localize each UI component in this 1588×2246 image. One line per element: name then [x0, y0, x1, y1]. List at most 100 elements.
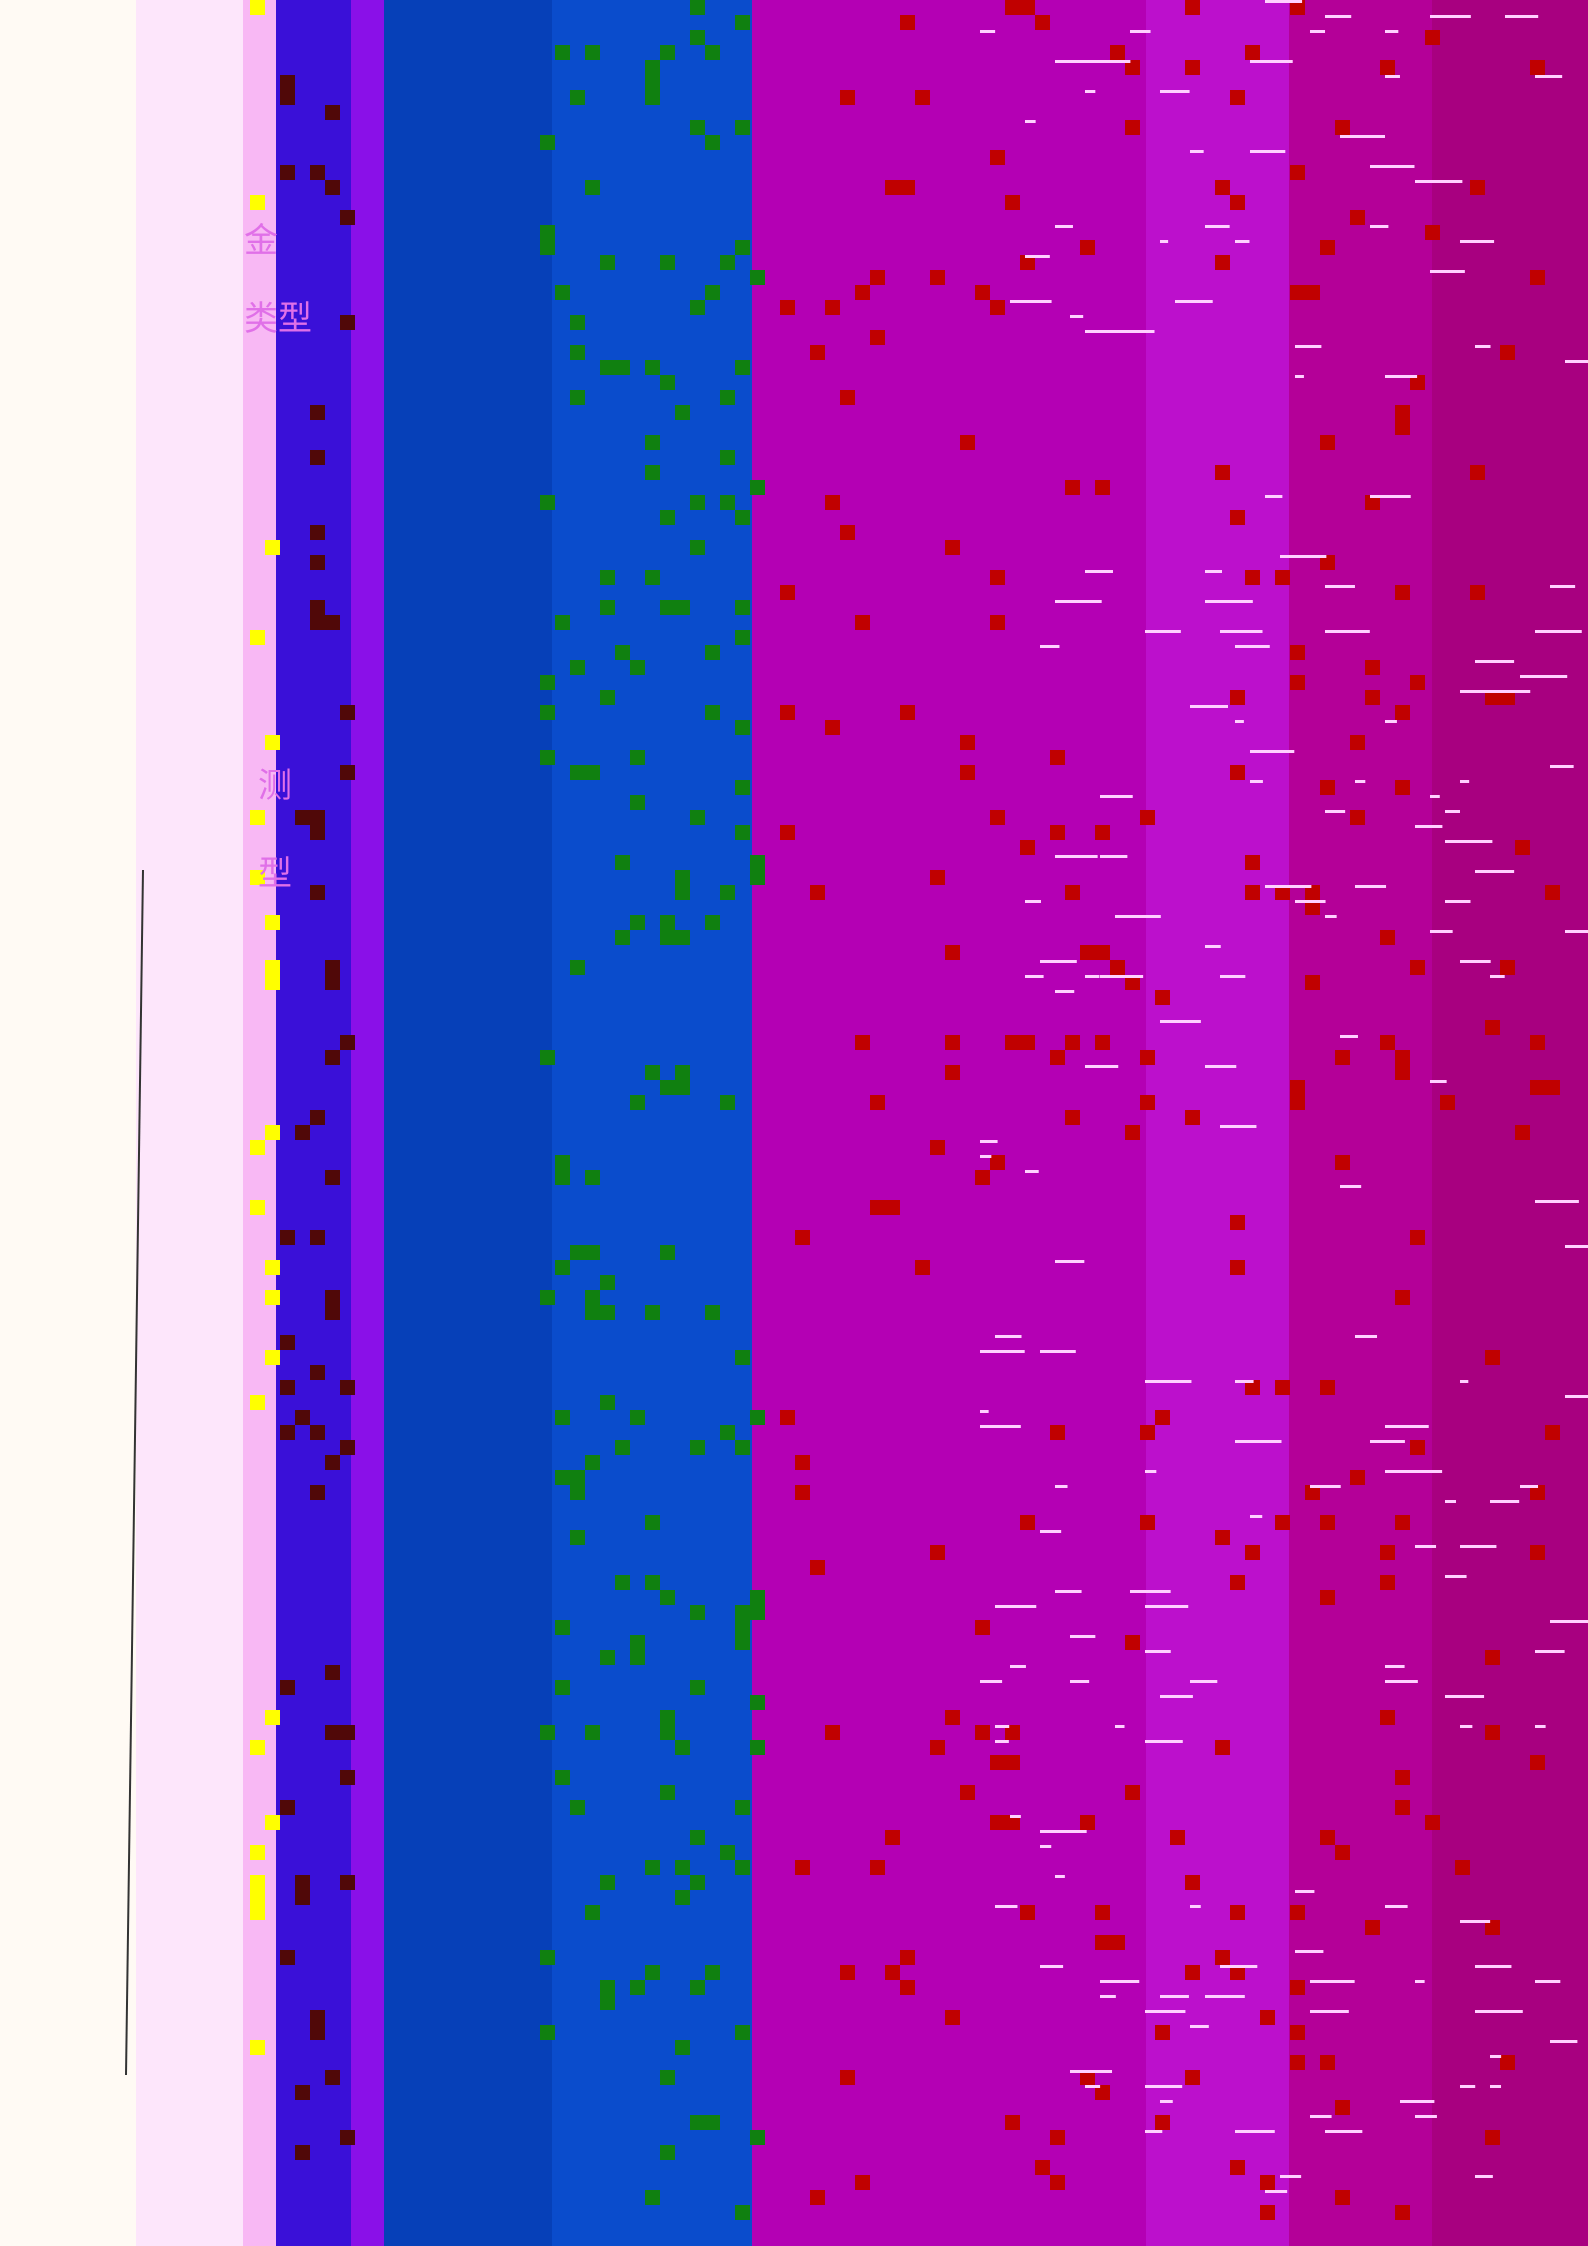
noise-block — [1275, 1515, 1290, 1530]
noise-block — [1145, 1470, 1157, 1473]
noise-block — [1385, 1680, 1418, 1683]
noise-block — [795, 1860, 810, 1875]
noise-block — [1025, 1170, 1039, 1173]
noise-block — [325, 105, 340, 120]
noise-block — [705, 2115, 720, 2130]
noise-block — [630, 1095, 645, 1110]
noise-block — [325, 1455, 340, 1470]
noise-block — [325, 1305, 340, 1320]
noise-block — [340, 705, 355, 720]
noise-block — [1190, 2025, 1209, 2028]
noise-block — [1295, 345, 1322, 348]
noise-block — [840, 525, 855, 540]
noise-block — [1085, 975, 1100, 978]
noise-block — [660, 1590, 675, 1605]
noise-block — [585, 1905, 600, 1920]
noise-block — [750, 870, 765, 885]
noise-block — [540, 1950, 555, 1965]
noise-block — [1220, 975, 1246, 978]
noise-block — [1460, 690, 1494, 693]
noise-block — [1460, 780, 1470, 783]
noise-block — [340, 1440, 355, 1455]
noise-block — [1490, 690, 1531, 693]
noise-block — [1350, 210, 1365, 225]
noise-block — [960, 765, 975, 780]
noise-block — [915, 90, 930, 105]
noise-block — [780, 705, 795, 720]
noise-block — [645, 570, 660, 585]
noise-block — [555, 285, 570, 300]
noise-block — [280, 1425, 295, 1440]
noise-block — [1055, 600, 1102, 603]
noise-block — [1205, 600, 1253, 603]
noise-block — [1205, 225, 1230, 228]
noise-block — [645, 90, 660, 105]
noise-block — [645, 1305, 660, 1320]
noise-block — [735, 2205, 750, 2220]
divider — [125, 869, 144, 2076]
noise-block — [1290, 165, 1305, 180]
noise-block — [1425, 1815, 1440, 1830]
noise-block — [1265, 0, 1303, 3]
noise-block — [325, 1290, 340, 1305]
noise-block — [1230, 90, 1245, 105]
noise-block — [980, 1410, 989, 1413]
noise-block — [1005, 1725, 1020, 1740]
noise-block — [675, 1065, 690, 1080]
noise-block — [1125, 1125, 1140, 1140]
noise-block — [340, 315, 355, 330]
noise-block — [1185, 1875, 1200, 1890]
noise-block — [675, 1080, 690, 1095]
noise-block — [280, 1800, 295, 1815]
noise-block — [250, 870, 265, 885]
noise-block — [1310, 1980, 1355, 1983]
noise-block — [1125, 60, 1140, 75]
noise-block — [600, 1275, 615, 1290]
noise-block — [810, 1560, 825, 1575]
noise-block — [660, 2145, 675, 2160]
noise-block — [1325, 2130, 1363, 2133]
noise-block — [1235, 1440, 1282, 1443]
noise-block — [945, 1065, 960, 1080]
noise-block — [1245, 855, 1260, 870]
noise-block — [705, 915, 720, 930]
noise-block — [1290, 1980, 1305, 1995]
noise-block — [1065, 1110, 1080, 1125]
noise-block — [540, 675, 555, 690]
noise-block — [1140, 810, 1155, 825]
noise-block — [1395, 1050, 1410, 1065]
noise-block — [1430, 795, 1440, 798]
noise-block — [570, 345, 585, 360]
noise-block — [1470, 465, 1485, 480]
noise-block — [265, 1710, 280, 1725]
noise-block — [675, 600, 690, 615]
noise-block — [310, 405, 325, 420]
noise-block — [1005, 1755, 1020, 1770]
noise-block — [720, 885, 735, 900]
noise-block — [585, 1455, 600, 1470]
noise-block — [735, 1605, 750, 1620]
noise-block — [1250, 150, 1286, 153]
noise-block — [570, 660, 585, 675]
noise-block — [1475, 1965, 1512, 1968]
noise-block — [660, 45, 675, 60]
noise-block — [690, 810, 705, 825]
noise-block — [750, 1695, 765, 1710]
noise-block — [1370, 1440, 1405, 1443]
noise-block — [325, 975, 340, 990]
noise-block — [250, 1395, 265, 1410]
noise-block — [1545, 1080, 1560, 1095]
noise-block — [1110, 1935, 1125, 1950]
noise-block — [1380, 1710, 1395, 1725]
noise-block — [980, 30, 996, 33]
noise-block — [1320, 240, 1335, 255]
noise-block — [1190, 1680, 1218, 1683]
noise-block — [1395, 420, 1410, 435]
noise-block — [1530, 1545, 1545, 1560]
noise-block — [1005, 1035, 1020, 1050]
noise-block — [705, 285, 720, 300]
noise-block — [660, 2070, 675, 2085]
noise-block — [1335, 1050, 1350, 1065]
noise-block — [1320, 555, 1335, 570]
noise-block — [1035, 2160, 1050, 2175]
